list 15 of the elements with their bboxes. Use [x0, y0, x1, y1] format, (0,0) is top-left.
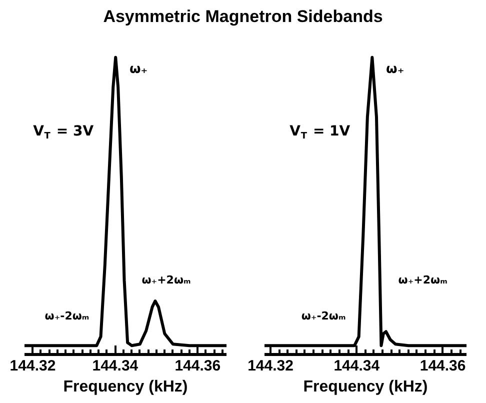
x-tick-label: 144.32 [10, 358, 56, 374]
annotation: ω₊+2ωₘ [142, 274, 191, 287]
annotation: ω₊-2ωₘ [301, 309, 346, 322]
annotation: ω₊-2ωₘ [44, 309, 90, 322]
x-axis-title: Frequency (kHz) [63, 378, 188, 396]
annotation: ω₊ [129, 62, 148, 77]
text: Asymmetric Magnetron Sidebands [103, 6, 383, 28]
x-tick-label: 144.34 [92, 358, 139, 374]
x-tick-label: 144.36 [174, 358, 221, 374]
x-tick-label: 144.36 [420, 358, 466, 374]
x-tick-label: 144.34 [334, 358, 380, 374]
annotation: ω₊+2ωₘ [398, 274, 448, 287]
annotation: ω₊ [386, 62, 404, 77]
x-tick-label: 144.32 [248, 358, 294, 374]
x-axis-title: Frequency (kHz) [303, 378, 428, 396]
